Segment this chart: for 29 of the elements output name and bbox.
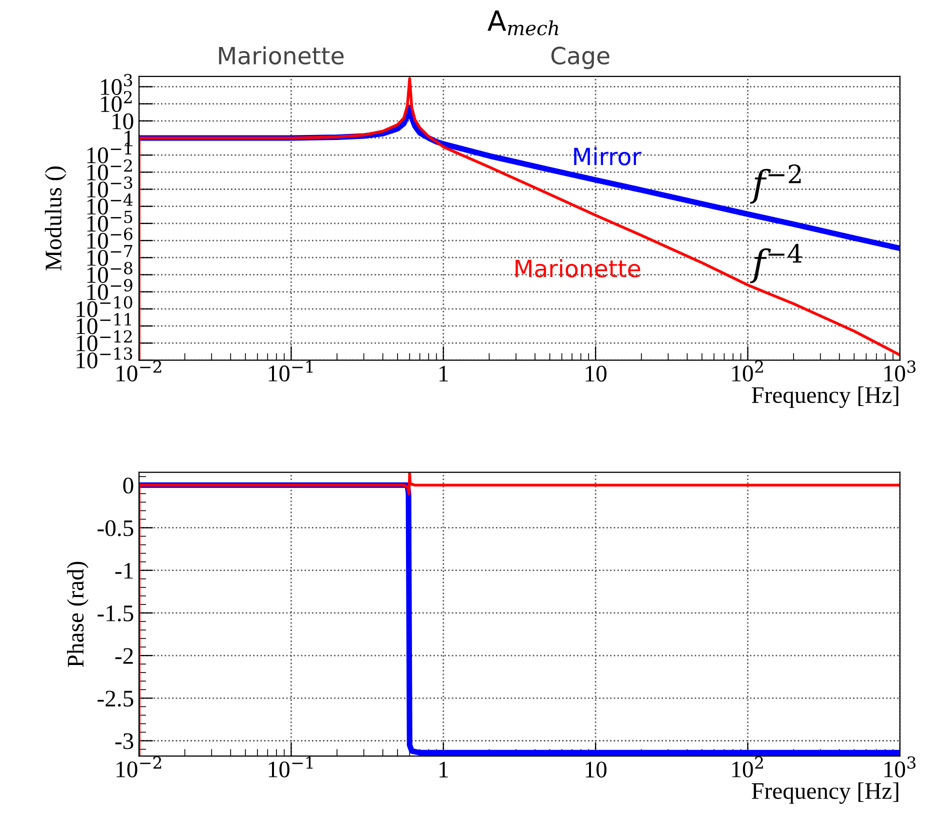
y-tick-label: -2 xyxy=(115,648,133,664)
series-label: Mirror xyxy=(574,147,642,166)
annotation: f$^{−2}$ xyxy=(750,164,801,204)
text: Marionette xyxy=(219,46,344,65)
annotation: f$^{−4}$ xyxy=(750,244,802,284)
x-axis-title: Frequency [Hz] xyxy=(752,386,898,408)
text: Cage xyxy=(551,46,610,70)
y-tick-label: 0 xyxy=(123,478,134,494)
y-tick-label: -2.5 xyxy=(98,690,134,707)
x-tick-label: 10$^{2}$ xyxy=(732,756,763,778)
y-tick-label: -3 xyxy=(115,733,134,750)
chart-title: A$_{mech}$ xyxy=(488,10,558,36)
y-axis-title: Phase (rad) xyxy=(67,562,88,667)
x-tick-label: 10$^{3}$ xyxy=(884,360,916,382)
x-tick-label: 10$^{−1}$ xyxy=(268,360,313,382)
x-axis-title: Frequency [Hz] xyxy=(752,782,898,804)
x-tick-label: 1 xyxy=(440,762,448,778)
x-tick-label: 10$^{3}$ xyxy=(884,756,916,778)
x-tick-label: 10$^{−1}$ xyxy=(268,756,313,778)
y-tick-label: 10 xyxy=(112,113,134,130)
x-tick-label: 10 xyxy=(586,762,606,778)
series-label: Marionette xyxy=(516,259,640,278)
x-tick-label: 1 xyxy=(440,366,448,382)
y-axis-title: Modulus () xyxy=(44,166,66,270)
x-tick-label: 10$^{2}$ xyxy=(732,360,763,382)
y-tick-label: -1 xyxy=(115,562,133,579)
y-tick-label: -1.5 xyxy=(98,606,134,622)
y-tick-label: -0.5 xyxy=(98,520,134,536)
x-tick-label: 10 xyxy=(586,366,606,382)
